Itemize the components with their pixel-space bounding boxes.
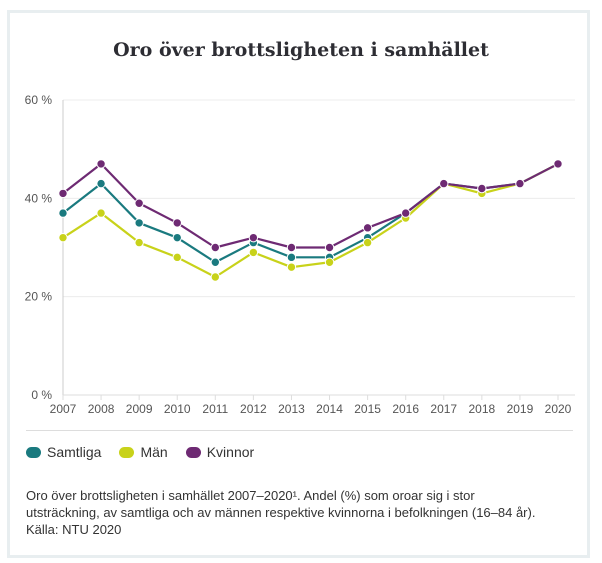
data-point-kvinnor — [477, 183, 487, 194]
data-point-samtliga — [134, 218, 144, 228]
data-point-mn — [210, 272, 221, 282]
x-tick-label: 2013 — [278, 402, 305, 416]
chart-title: Oro över brottsligheten i samhället — [113, 39, 489, 61]
data-point-kvinnor — [400, 208, 411, 218]
caption-line: Oro över brottsligheten i samhället 2007… — [26, 488, 475, 503]
data-point-samtliga — [96, 178, 106, 189]
legend-swatch-kvinnor — [185, 446, 201, 458]
x-tick-label: 2017 — [430, 402, 457, 416]
x-tick-label: 2015 — [354, 402, 381, 416]
y-tick-label: 60 % — [25, 93, 53, 107]
legend: Samtliga Män Kvinnor — [26, 444, 254, 460]
x-tick-label: 2016 — [392, 402, 419, 416]
y-tick-label: 0 % — [31, 388, 52, 402]
data-point-samtliga — [286, 252, 297, 263]
x-tick-label: 2011 — [202, 402, 228, 416]
x-tick-label: 2007 — [50, 402, 77, 416]
caption-source: Källa: NTU 2020 — [26, 522, 122, 537]
data-point-kvinnor — [172, 218, 182, 228]
series-line-kvinnor — [62, 162, 559, 249]
legend-swatch-samtliga — [26, 446, 41, 458]
data-point-samtliga — [210, 257, 221, 267]
legend-item-samtliga[interactable]: Samtliga — [26, 444, 101, 460]
data-point-kvinnor — [248, 232, 259, 243]
x-tick-label: 2019 — [507, 402, 534, 416]
data-point-mn — [96, 208, 106, 218]
data-point-kvinnor — [324, 242, 335, 253]
y-tick-label: 40 % — [25, 191, 53, 205]
data-point-mn — [248, 247, 259, 258]
line-chart: 0 % 20 % 40 % 60 % 2007 2008 2009 2010 2011 2012 2… — [25, 93, 575, 416]
legend-item-kvinnor[interactable]: Kvinnor — [185, 444, 255, 460]
data-point-kvinnor — [96, 159, 106, 169]
x-tick-label: 2020 — [545, 402, 572, 416]
legend-label: Samtliga — [47, 444, 102, 460]
data-point-kvinnor — [553, 159, 563, 169]
legend-swatch-man — [119, 446, 135, 458]
y-tick-label: 20 % — [25, 290, 53, 304]
x-tick-label: 2010 — [164, 402, 191, 416]
data-point-mn — [324, 257, 335, 267]
data-point-kvinnor — [134, 198, 144, 208]
series-line-mn — [62, 162, 559, 279]
legend-label: Kvinnor — [206, 444, 255, 460]
chart-caption: Oro över brottsligheten i samhället 2007… — [26, 487, 576, 538]
data-point-mn — [362, 237, 373, 248]
data-point-kvinnor — [58, 188, 68, 199]
data-point-kvinnor — [439, 178, 449, 189]
data-point-kvinnor — [286, 242, 297, 253]
data-point-kvinnor — [362, 223, 373, 233]
legend-item-man[interactable]: Män — [119, 444, 168, 460]
data-point-kvinnor — [515, 178, 525, 189]
data-point-mn — [134, 237, 144, 248]
caption-line: utsträckning, av samtliga och av männen … — [26, 505, 536, 520]
data-point-samtliga — [172, 232, 182, 243]
data-point-mn — [172, 252, 182, 263]
x-tick-label: 2009 — [126, 402, 153, 416]
data-point-mn — [286, 262, 297, 272]
data-point-mn — [58, 232, 68, 243]
legend-label: Män — [140, 444, 168, 460]
data-point-kvinnor — [210, 242, 221, 253]
data-point-samtliga — [58, 208, 68, 218]
legend-divider — [26, 430, 573, 431]
x-tick-label: 2014 — [316, 402, 343, 416]
x-tick-label: 2018 — [468, 402, 495, 416]
x-tick-label: 2012 — [240, 402, 267, 416]
chart-card — [7, 10, 590, 558]
x-tick-label: 2008 — [88, 402, 115, 416]
